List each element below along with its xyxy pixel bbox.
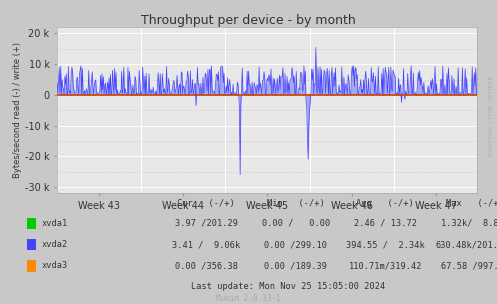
Text: xvda3: xvda3 — [41, 261, 68, 271]
Text: 0.00 /299.10: 0.00 /299.10 — [264, 240, 327, 249]
Text: 1.32k/  8.88k: 1.32k/ 8.88k — [440, 219, 497, 228]
Text: 0.00 /189.39: 0.00 /189.39 — [264, 261, 327, 271]
Text: Avg   (-/+): Avg (-/+) — [356, 199, 414, 208]
Text: Last update: Mon Nov 25 15:05:00 2024: Last update: Mon Nov 25 15:05:00 2024 — [191, 282, 385, 291]
Y-axis label: Bytes/second read (-) / write (+): Bytes/second read (-) / write (+) — [13, 42, 22, 178]
Text: 2.46 / 13.72: 2.46 / 13.72 — [354, 219, 416, 228]
Text: Throughput per device - by month: Throughput per device - by month — [141, 14, 356, 27]
Text: Cur   (-/+): Cur (-/+) — [177, 199, 235, 208]
Text: 394.55 /  2.34k: 394.55 / 2.34k — [346, 240, 424, 249]
Text: Min   (-/+): Min (-/+) — [267, 199, 325, 208]
Text: 110.71m/319.42: 110.71m/319.42 — [348, 261, 422, 271]
Text: xvda2: xvda2 — [41, 240, 68, 249]
Text: RRDTOOL / TOBI OETIKER: RRDTOOL / TOBI OETIKER — [488, 75, 493, 156]
Text: xvda1: xvda1 — [41, 219, 68, 228]
Text: 0.00 /   0.00: 0.00 / 0.00 — [261, 219, 330, 228]
Text: 3.41 /  9.06k: 3.41 / 9.06k — [172, 240, 241, 249]
Text: 67.58 /997.80: 67.58 /997.80 — [440, 261, 497, 271]
Text: 630.48k/201.22k: 630.48k/201.22k — [435, 240, 497, 249]
Text: Munin 2.0.33-1: Munin 2.0.33-1 — [216, 294, 281, 303]
Text: 3.97 /201.29: 3.97 /201.29 — [175, 219, 238, 228]
Text: 0.00 /356.38: 0.00 /356.38 — [175, 261, 238, 271]
Text: Max   (-/+): Max (-/+) — [446, 199, 497, 208]
